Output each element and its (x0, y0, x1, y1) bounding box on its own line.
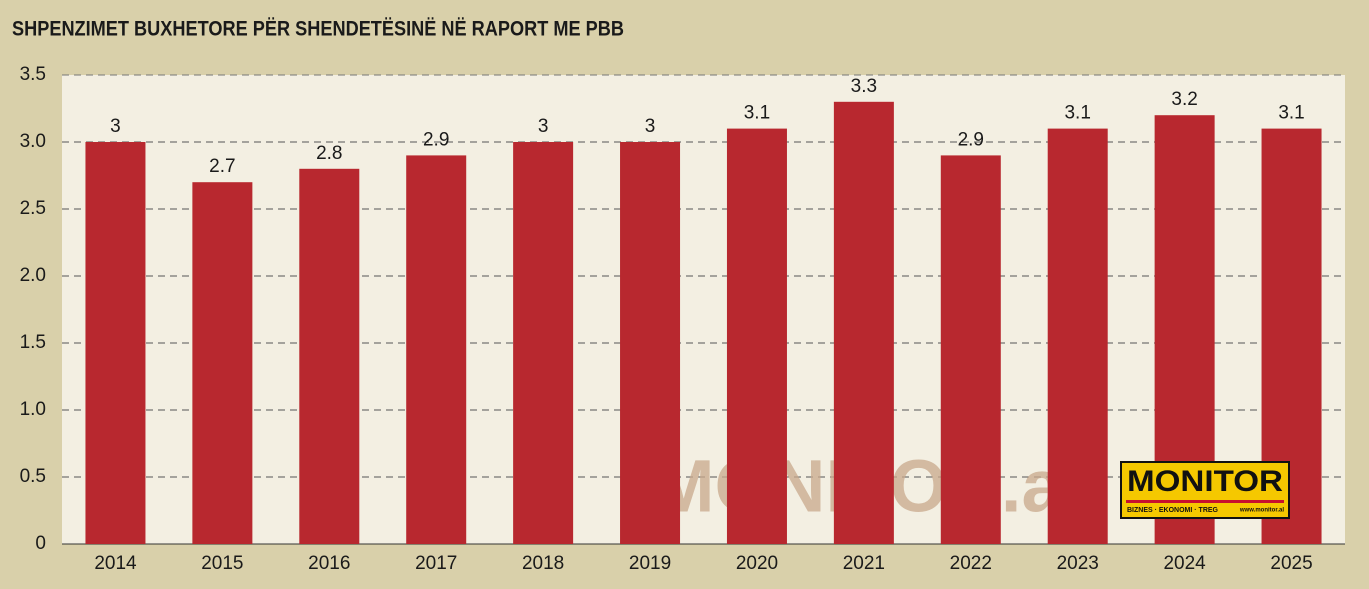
bar (1047, 128, 1108, 544)
y-tick-label: 0 (35, 533, 46, 554)
bar (406, 155, 467, 544)
bar (299, 168, 360, 545)
bar (940, 155, 1001, 544)
data-label: 3 (110, 116, 121, 137)
logo-name: MONITOR (1127, 465, 1283, 498)
y-tick-label: 1.0 (20, 399, 46, 420)
y-tick-label: 1.5 (20, 332, 46, 353)
x-tick-label: 2022 (950, 553, 992, 574)
logo-tagline: BIZNES · EKONOMI · TREG (1127, 507, 1219, 514)
y-tick-label: 0.5 (20, 466, 46, 487)
bar (513, 142, 574, 544)
y-tick-label: 3.0 (20, 131, 46, 152)
bar (192, 182, 253, 544)
x-tick-label: 2014 (94, 553, 137, 574)
x-tick-label: 2015 (201, 553, 243, 574)
data-label: 3.2 (1171, 89, 1197, 110)
logo-stripe (1126, 500, 1284, 503)
data-label: 3 (645, 116, 656, 137)
data-label: 3 (538, 116, 549, 137)
x-tick-label: 2021 (843, 553, 885, 574)
data-label: 2.8 (316, 143, 342, 164)
data-label: 3.1 (1064, 103, 1090, 124)
data-label: 3.1 (1278, 103, 1304, 124)
bar (85, 142, 146, 544)
x-tick-label: 2020 (736, 553, 778, 574)
logo-url: www.monitor.al (1239, 508, 1284, 514)
y-tick-label: 3.5 (20, 64, 46, 85)
x-tick-label: 2018 (522, 553, 564, 574)
data-label: 2.9 (958, 129, 984, 150)
bar (726, 128, 787, 544)
x-tick-label: 2025 (1270, 553, 1312, 574)
data-label: 3.1 (744, 103, 770, 124)
chart-title: SHPENZIMET BUXHETORE PËR SHENDETËSINË NË… (12, 18, 624, 41)
bar (833, 101, 894, 545)
x-tick-label: 2023 (1057, 553, 1099, 574)
x-tick-label: 2016 (308, 553, 350, 574)
x-tick-label: 2024 (1163, 553, 1206, 574)
x-tick-label: 2017 (415, 553, 457, 574)
data-label: 2.9 (423, 129, 449, 150)
y-tick-label: 2.0 (20, 265, 46, 286)
logo-box (1120, 461, 1290, 519)
x-tick-label: 2019 (629, 553, 671, 574)
bar (620, 142, 681, 544)
data-label: 3.3 (851, 76, 877, 97)
y-tick-label: 2.5 (20, 198, 46, 219)
data-label: 2.7 (209, 156, 235, 177)
